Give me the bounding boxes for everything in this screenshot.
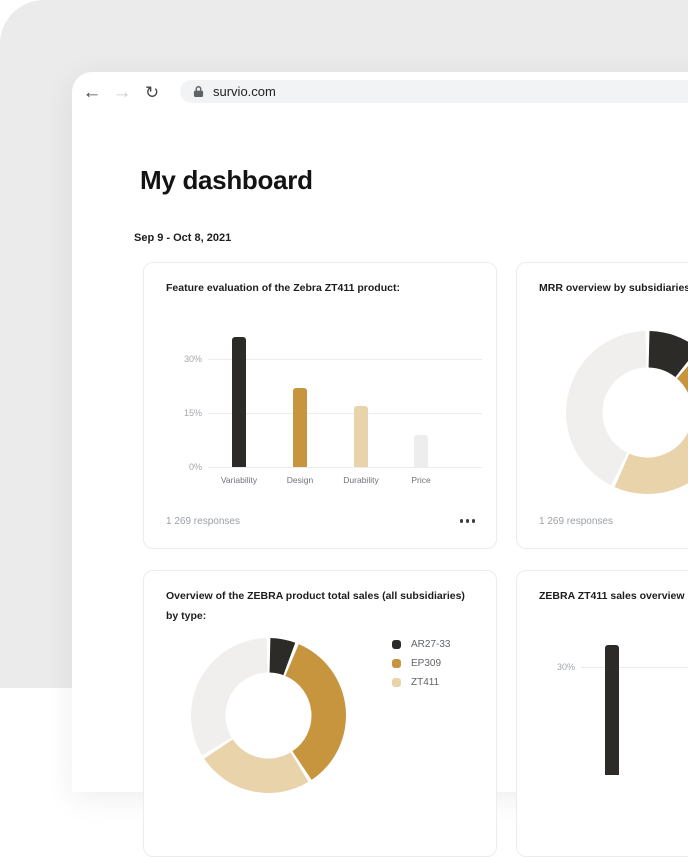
card-footer: 1 269 responses bbox=[166, 513, 478, 529]
back-arrow-icon: ← bbox=[82, 81, 102, 103]
bar-durability bbox=[354, 405, 368, 467]
x-axis-label: Price bbox=[411, 475, 431, 485]
legend-marker-icon bbox=[392, 678, 401, 687]
browser-window: ← → ↻ survio.com My dashboard Sep 9 - Oc… bbox=[72, 72, 688, 857]
donut-segment-3 bbox=[566, 331, 647, 486]
legend-item: ZT411 bbox=[392, 673, 450, 692]
gridline bbox=[581, 667, 688, 668]
responses-count: 1 269 responses bbox=[166, 515, 240, 527]
forward-arrow-icon: → bbox=[112, 81, 132, 103]
donut-segment-AR27-33 bbox=[269, 638, 296, 676]
legend-label: ZT411 bbox=[411, 677, 440, 688]
x-axis-label: Design bbox=[286, 475, 314, 485]
legend-item: AR27-33 bbox=[392, 635, 450, 654]
donut-segment-1 bbox=[677, 365, 688, 394]
card-title: ZEBRA ZT411 sales overview by bbox=[539, 590, 688, 602]
y-axis-tick: 30% bbox=[183, 354, 202, 364]
chart-card-zt411-sales: ZEBRA ZT411 sales overview by 30% bbox=[516, 570, 688, 857]
legend-marker-icon bbox=[392, 640, 401, 649]
bar-value bbox=[605, 645, 619, 775]
donut-segment-0 bbox=[648, 331, 688, 378]
responses-count: 1 269 responses bbox=[539, 515, 613, 527]
overflow-menu-button[interactable] bbox=[457, 516, 479, 526]
card-footer: 1 269 responses bbox=[539, 513, 688, 529]
donut-segment-2 bbox=[614, 432, 688, 494]
x-axis-label: Variability bbox=[220, 475, 258, 485]
overflow-menu-icon bbox=[471, 519, 475, 523]
gridline bbox=[208, 467, 482, 468]
reload-button[interactable]: ↻ bbox=[137, 77, 167, 107]
back-button[interactable]: ← bbox=[77, 77, 107, 107]
bar-chart: 30% bbox=[517, 571, 688, 856]
browser-toolbar: ← → ↻ survio.com bbox=[72, 72, 688, 112]
chart-card-mrr-overview: MRR overview by subsidiaries 1 269 respo… bbox=[516, 262, 688, 549]
y-axis-tick: 0% bbox=[188, 462, 202, 472]
overflow-menu-icon bbox=[465, 519, 469, 523]
chart-card-feature-evaluation: Feature evaluation of the Zebra ZT411 pr… bbox=[143, 262, 497, 549]
reload-icon: ↻ bbox=[144, 82, 160, 102]
legend-label: EP309 bbox=[411, 658, 442, 669]
donut-segment-ZT411 bbox=[204, 739, 309, 794]
card-title: MRR overview by subsidiaries bbox=[539, 282, 688, 294]
legend-marker-icon bbox=[392, 659, 401, 668]
chart-legend: AR27-33 EP309 ZT411 bbox=[392, 635, 450, 692]
legend-label: AR27-33 bbox=[411, 639, 451, 650]
bar-design bbox=[293, 387, 307, 467]
card-title: Feature evaluation of the Zebra ZT411 pr… bbox=[166, 282, 400, 294]
gridline bbox=[208, 413, 482, 414]
address-bar[interactable]: survio.com bbox=[180, 80, 688, 103]
chart-card-sales-by-type: Overview of the ZEBRA product total sale… bbox=[143, 570, 497, 857]
y-axis-tick: 30% bbox=[556, 662, 575, 672]
y-axis-tick: 15% bbox=[183, 408, 202, 418]
date-range: Sep 9 - Oct 8, 2021 bbox=[134, 232, 232, 244]
overflow-menu-icon bbox=[459, 519, 463, 523]
x-axis-label: Durability bbox=[343, 475, 379, 485]
gridline bbox=[208, 359, 482, 360]
forward-button[interactable]: → bbox=[107, 77, 137, 107]
donut-chart bbox=[566, 331, 688, 494]
legend-item: EP309 bbox=[392, 654, 450, 673]
bar-price bbox=[414, 434, 428, 467]
bar-chart: 0% 15% 30% Variability Design Durability Price bbox=[144, 263, 496, 548]
url-text: survio.com bbox=[213, 84, 276, 99]
page-title: My dashboard bbox=[140, 165, 313, 195]
bar-variability bbox=[232, 337, 246, 467]
card-title: Overview of the ZEBRA product total sale… bbox=[166, 590, 465, 622]
lock-icon[interactable] bbox=[193, 85, 204, 98]
donut-segment-3 bbox=[190, 638, 268, 756]
